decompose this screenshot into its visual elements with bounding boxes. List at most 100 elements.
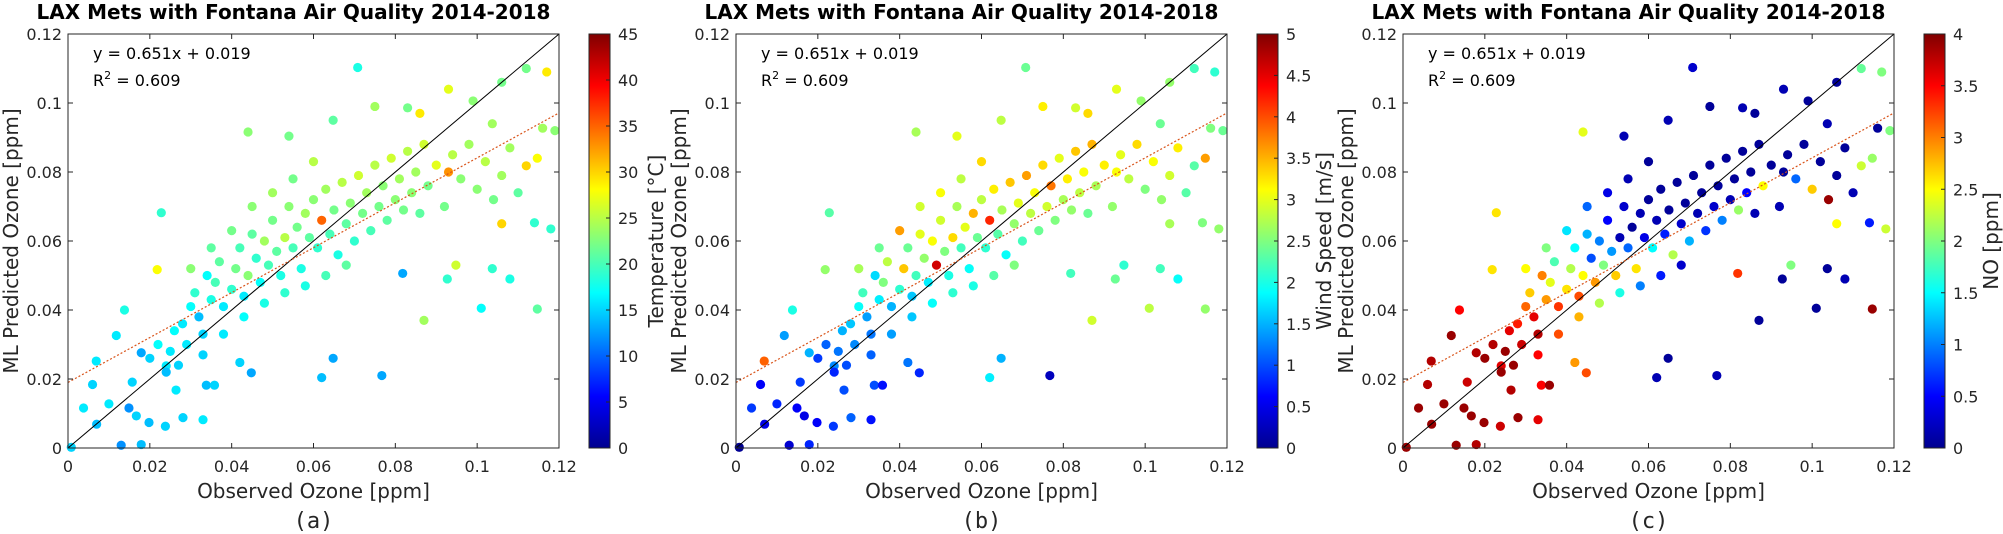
data-point [403, 103, 413, 113]
data-point [1656, 184, 1666, 194]
data-point [296, 264, 306, 274]
data-point [895, 284, 905, 294]
data-point [931, 260, 942, 270]
colorbar-label: Wind Speed [m/s] [1312, 152, 1336, 330]
data-point [218, 301, 229, 312]
data-point [394, 174, 405, 184]
data-point [87, 379, 98, 390]
data-point [186, 301, 196, 312]
colorbar-tick-label: 25 [618, 209, 638, 228]
data-point [878, 277, 888, 287]
data-point [246, 368, 256, 378]
data-point [366, 226, 376, 236]
data-point [874, 243, 884, 253]
data-point [1533, 350, 1543, 360]
data-point [1590, 277, 1600, 287]
x-tick-label: 0.02 [132, 457, 168, 476]
colorbar-tick-label: 0 [1286, 439, 1296, 458]
data-point [1091, 181, 1101, 191]
data-point [1729, 174, 1740, 184]
colorbar-tick-label: 1.5 [1286, 315, 1311, 334]
data-point [1173, 274, 1183, 284]
data-point [845, 319, 856, 329]
data-point [186, 264, 196, 274]
data-point [398, 268, 408, 279]
colorbar-tick-label: 4 [1953, 25, 1963, 44]
data-point [1401, 442, 1411, 452]
data-point [944, 270, 954, 281]
data-point [1623, 174, 1633, 184]
data-point [1537, 270, 1547, 281]
data-point [178, 413, 188, 423]
data-point [1856, 161, 1866, 171]
y-tick-label: 0 [1387, 439, 1397, 458]
data-point [91, 356, 101, 366]
data-point [1562, 284, 1572, 294]
colorbar-tick-label: 4.5 [1286, 66, 1311, 85]
data-point [272, 246, 282, 256]
data-point [1803, 96, 1813, 106]
data-point [280, 232, 290, 243]
data-point [1652, 215, 1662, 225]
data-point [1099, 160, 1109, 170]
x-tick-label: 0.12 [1209, 457, 1245, 476]
data-point [1116, 150, 1126, 160]
data-point [1738, 103, 1748, 113]
data-point [915, 201, 925, 212]
data-point [247, 229, 257, 239]
data-point [292, 222, 302, 232]
data-point [198, 350, 208, 360]
colorbar-tick-label: 0 [618, 439, 628, 458]
x-tick-label: 0.06 [1631, 457, 1667, 476]
data-point [1705, 101, 1715, 112]
data-point [1635, 281, 1645, 291]
panel-label: (c) [1629, 509, 1669, 534]
data-point [1506, 385, 1516, 395]
data-point [259, 236, 269, 246]
y-tick-label: 0.06 [1361, 232, 1397, 251]
data-point [1750, 208, 1760, 218]
data-point [521, 161, 531, 171]
colorbar-tick-label: 1.5 [1953, 284, 1978, 303]
x-tick-label: 0.08 [378, 457, 414, 476]
data-point [1529, 312, 1539, 322]
data-point [1867, 153, 1877, 163]
data-point [1426, 356, 1436, 366]
colorbar-tick-label: 2.5 [1953, 180, 1978, 199]
colorbar-tick-label: 3.5 [1286, 149, 1311, 168]
colorbar-tick-label: 2.5 [1286, 232, 1311, 251]
data-point [1454, 305, 1465, 315]
data-point [854, 301, 864, 312]
data-point [464, 139, 474, 149]
data-point [1111, 167, 1122, 177]
data-point [251, 253, 261, 263]
y-tick-label: 0.02 [694, 370, 730, 389]
data-point [772, 399, 782, 409]
data-point [419, 139, 429, 149]
data-point [487, 264, 497, 274]
data-point [1705, 160, 1715, 170]
data-point [1545, 277, 1555, 287]
data-point [980, 243, 991, 253]
data-point [1643, 195, 1654, 205]
data-point [497, 170, 507, 181]
data-point [443, 84, 454, 94]
data-point [964, 264, 974, 274]
data-point [1132, 139, 1142, 149]
data-point [1578, 270, 1588, 281]
colorbar-tick-label: 3 [1286, 191, 1296, 210]
data-point [468, 96, 478, 106]
data-point [1439, 399, 1449, 409]
data-point [235, 243, 245, 253]
y-tick-label: 0.12 [1361, 25, 1397, 44]
data-point [488, 195, 499, 205]
data-point [1140, 184, 1150, 194]
data-point [353, 170, 364, 181]
data-point [1733, 205, 1744, 215]
data-point [398, 205, 409, 215]
data-point [755, 379, 766, 390]
data-point [1206, 123, 1216, 133]
data-point [1746, 167, 1756, 177]
data-point [877, 380, 888, 390]
data-point [1754, 139, 1764, 149]
